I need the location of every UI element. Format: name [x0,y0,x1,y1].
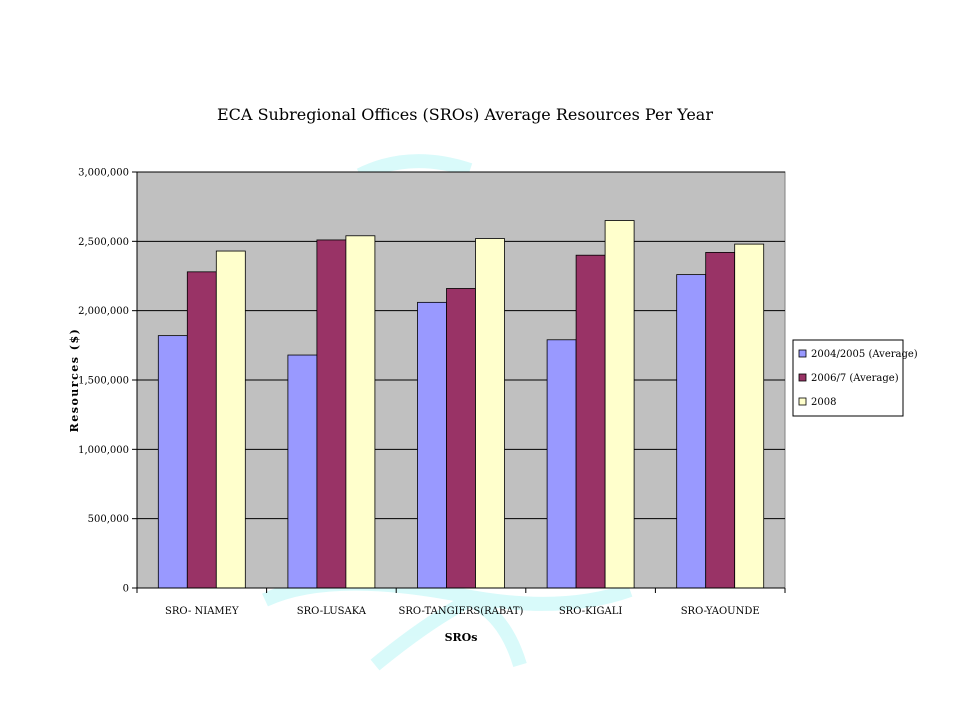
bar [604,220,635,589]
bar [287,354,318,589]
legend-swatch [798,373,807,382]
legend-label: 2006/7 (Average) [811,373,899,384]
y-tick-label: 500,000 [88,514,129,525]
legend: 2004/2005 (Average) 2006/7 (Average) 2008 [792,339,918,417]
y-tick-label: 1,500,000 [78,376,129,387]
bar [546,339,577,589]
bar [734,243,765,589]
y-tick-label: 1,000,000 [78,445,129,456]
legend-swatch [798,397,807,406]
x-tick-label: SRO-TANGIERS(RABAT) [399,606,524,617]
legend-swatch [798,349,807,358]
bar [446,288,476,589]
x-tick-label: SRO-KIGALI [559,606,623,617]
y-tick-label: 3,000,000 [78,168,129,179]
legend-label: 2004/2005 (Average) [811,349,918,360]
bar [676,274,707,589]
y-axis-ticks: 0 500,000 1,000,000 1,500,000 2,000,000 2,500… [78,168,137,595]
x-tick-label: SRO-LUSAKA [297,606,367,617]
x-tick-label: SRO- NIAMEY [165,606,239,617]
y-tick-label: 2,500,000 [78,237,129,248]
x-axis-ticks: SRO- NIAMEY SRO-LUSAKA SRO-TANGIERS(RABAT)… [136,588,786,617]
bar [417,301,447,589]
bar [186,271,217,589]
bar [345,235,376,589]
bar [705,252,736,589]
y-tick-label: 0 [123,584,129,595]
bars [157,220,765,589]
y-axis-title: Resources ($) [68,328,81,433]
legend-box [792,339,904,417]
legend-label: 2008 [811,397,836,408]
y-tick-label: 2,000,000 [78,306,129,317]
bar [575,254,606,589]
bar [157,335,188,589]
legend-items: 2004/2005 (Average) 2006/7 (Average) 2008 [798,349,918,408]
bar [475,238,505,589]
x-axis-title: SROs [445,631,478,644]
bar [316,239,347,589]
chart-title: ECA Subregional Offices (SROs) Average R… [217,105,713,124]
x-tick-label: SRO-YAOUNDE [681,606,760,617]
bar [215,250,246,589]
